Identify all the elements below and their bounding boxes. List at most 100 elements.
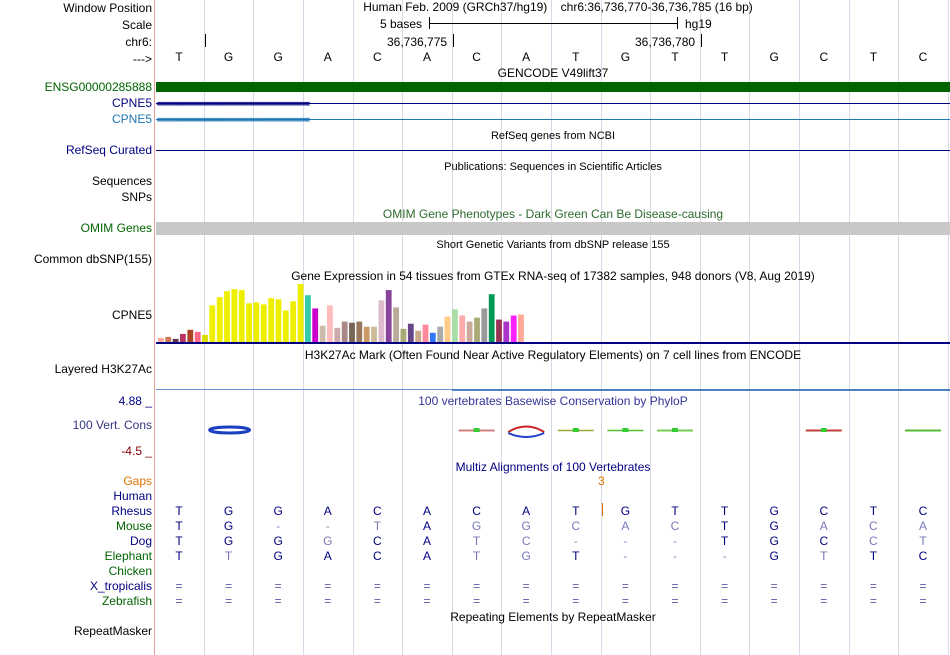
alignment-base: -: [722, 549, 727, 563]
label-sequences[interactable]: Sequences: [91, 174, 152, 188]
label-repeatmasker[interactable]: RepeatMasker: [73, 624, 152, 638]
label-species-elephant[interactable]: Elephant: [104, 549, 152, 563]
label-species-xtropicalis[interactable]: X_tropicalis: [89, 579, 152, 593]
gtex-bar[interactable]: [481, 308, 488, 342]
gtex-bar[interactable]: [238, 290, 245, 342]
label-species-rhesus[interactable]: Rhesus: [111, 504, 152, 518]
dna-base: T: [175, 50, 183, 64]
label-strand[interactable]: --->: [133, 52, 152, 66]
track-area[interactable]: Human Feb. 2009 (GRCh37/hg19) chr6:36,73…: [156, 0, 950, 655]
label-cpne5-2[interactable]: CPNE5: [111, 112, 152, 126]
gtex-bar[interactable]: [356, 321, 363, 342]
alignment-base: G: [223, 504, 234, 518]
gtex-bar[interactable]: [518, 314, 524, 343]
label-ensg[interactable]: ENSG00000285888: [44, 80, 152, 94]
gtex-bar[interactable]: [452, 309, 458, 342]
gtex-bar[interactable]: [474, 317, 480, 342]
gtex-bar[interactable]: [275, 299, 282, 342]
gtex-bar[interactable]: [282, 310, 289, 343]
gtex-bar[interactable]: [488, 294, 495, 342]
gtex-bar[interactable]: [319, 325, 326, 342]
omim-gene-feature[interactable]: [156, 222, 950, 235]
gtex-bar[interactable]: [268, 298, 275, 342]
gtex-bar[interactable]: [385, 290, 392, 342]
gtex-bar[interactable]: [194, 331, 201, 342]
gtex-bar[interactable]: [349, 322, 355, 342]
label-h3k27ac[interactable]: Layered H3K27Ac: [54, 362, 152, 376]
gtex-bar[interactable]: [334, 327, 341, 342]
cpne5-intron-line-1[interactable]: [156, 103, 950, 104]
alignment-base: =: [225, 579, 233, 593]
gtex-bar[interactable]: [510, 315, 517, 343]
alignment-base: G: [620, 504, 631, 518]
gtex-bar[interactable]: [165, 336, 172, 342]
alignment-base: A: [422, 534, 431, 548]
alignment-base: A: [918, 519, 927, 533]
gtex-bar[interactable]: [422, 324, 429, 342]
gtex-bar[interactable]: [305, 295, 311, 342]
gtex-bar[interactable]: [297, 284, 304, 342]
label-cons[interactable]: 100 Vert. Cons: [72, 418, 152, 432]
gtex-bar[interactable]: [180, 333, 186, 342]
gap-count[interactable]: 3: [598, 474, 605, 488]
alignment-base: A: [323, 549, 332, 563]
gtex-bar[interactable]: [187, 329, 194, 342]
label-gtex-gene[interactable]: CPNE5: [111, 308, 152, 322]
gtex-bar[interactable]: [253, 302, 260, 342]
gtex-barchart[interactable]: [156, 283, 950, 345]
label-species-chicken[interactable]: Chicken: [108, 564, 152, 578]
gtex-bar[interactable]: [224, 291, 230, 342]
gtex-bar[interactable]: [466, 321, 473, 342]
label-species-human[interactable]: Human: [113, 489, 152, 503]
gtex-bar[interactable]: [415, 330, 422, 342]
refseq-feature-line[interactable]: [156, 150, 950, 151]
cpne5-intron-line-2[interactable]: [156, 119, 950, 120]
gencode-ensg-feature[interactable]: [156, 82, 950, 92]
gtex-bar[interactable]: [429, 332, 436, 342]
gtex-bar[interactable]: [371, 326, 377, 342]
gtex-bar[interactable]: [444, 316, 451, 342]
gtex-bar[interactable]: [172, 338, 179, 342]
label-gaps[interactable]: Gaps: [123, 474, 152, 488]
label-refseq[interactable]: RefSeq Curated: [65, 143, 152, 157]
label-species-mouse[interactable]: Mouse: [115, 519, 152, 533]
alignment-base: A: [819, 519, 828, 533]
label-dbsnp[interactable]: Common dbSNP(155): [33, 252, 152, 266]
gtex-bar[interactable]: [246, 303, 252, 342]
label-omim[interactable]: OMIM Genes: [80, 221, 152, 235]
gtex-bar[interactable]: [231, 289, 238, 342]
gtex-bar[interactable]: [158, 337, 164, 342]
gtex-bar[interactable]: [378, 300, 385, 342]
gtex-bar[interactable]: [496, 319, 502, 342]
dna-base: C: [472, 50, 481, 64]
phylop-track[interactable]: [156, 410, 950, 450]
alignment-base: =: [423, 594, 431, 608]
gtex-bar[interactable]: [341, 321, 348, 342]
label-cpne5-1[interactable]: CPNE5: [111, 96, 152, 110]
gtex-bar[interactable]: [437, 326, 444, 342]
gtex-bar[interactable]: [209, 305, 216, 342]
gtex-bar[interactable]: [327, 305, 333, 342]
alignment-base: =: [274, 579, 282, 593]
label-snps[interactable]: SNPs: [121, 190, 152, 204]
gtex-bar[interactable]: [400, 328, 407, 342]
gtex-bar[interactable]: [216, 297, 223, 342]
gtex-bar[interactable]: [459, 315, 466, 343]
gtex-bar[interactable]: [202, 334, 208, 342]
assembly-name: Human Feb. 2009 (GRCh37/hg19): [363, 0, 548, 14]
alignment-base: =: [820, 579, 828, 593]
gtex-bar[interactable]: [260, 304, 267, 342]
gtex-bar[interactable]: [407, 323, 414, 342]
label-species-zebrafish[interactable]: Zebrafish: [101, 594, 152, 608]
alignment-base: C: [819, 534, 829, 548]
gtex-bar[interactable]: [363, 326, 370, 342]
label-divider[interactable]: [154, 0, 155, 655]
gtex-bar[interactable]: [312, 308, 319, 342]
gridline: [600, 0, 602, 655]
gridline: [848, 0, 850, 655]
gtex-bar[interactable]: [393, 307, 399, 342]
gtex-bar[interactable]: [290, 301, 297, 342]
dna-base: G: [620, 50, 631, 64]
label-species-dog[interactable]: Dog: [129, 534, 152, 548]
gtex-bar[interactable]: [503, 321, 510, 342]
